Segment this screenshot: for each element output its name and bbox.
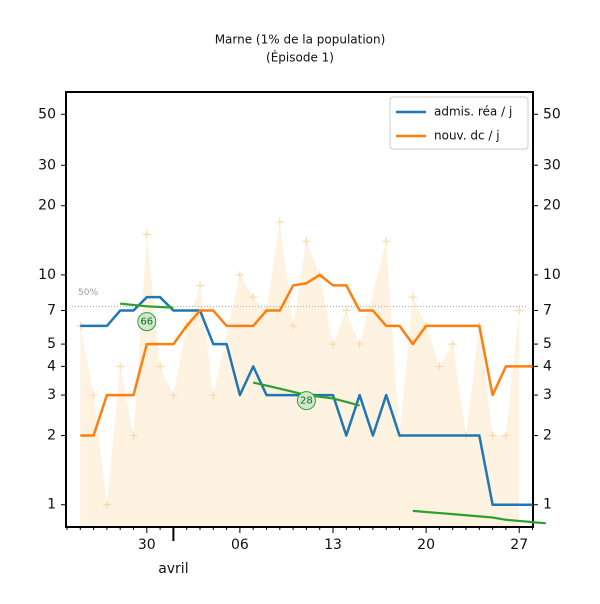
y2-tick-label: 5	[543, 336, 552, 352]
trend-label: 66	[140, 317, 153, 328]
y2-tick-label: 4	[543, 358, 552, 374]
y2-tick-label: 3	[543, 387, 552, 403]
y-tick-label: 5	[47, 336, 56, 352]
x-tick-label: 27	[510, 537, 528, 553]
raw-point	[302, 237, 311, 246]
raw-point	[102, 500, 111, 509]
raw-point	[249, 293, 258, 302]
raw-point	[169, 391, 178, 400]
y-tick-label: 3	[47, 387, 56, 403]
raw-point	[515, 306, 524, 315]
y-tick-label: 4	[47, 358, 56, 374]
chart-subtitle: (Épisode 1)	[266, 50, 334, 65]
raw-point	[408, 293, 417, 302]
y2-tick-label: 50	[543, 106, 561, 122]
y-tick-label: 10	[38, 267, 56, 283]
y-tick-label: 50	[38, 106, 56, 122]
y2-tick-label: 2	[543, 428, 552, 444]
y2-tick-label: 30	[543, 157, 561, 173]
raw-point	[89, 391, 98, 400]
raw-point	[275, 217, 284, 226]
plot-frame	[65, 91, 534, 528]
chart-title: Marne (1% de la population)	[215, 33, 386, 47]
x-tick-label: 30	[138, 537, 156, 553]
y2-tick-label: 7	[543, 303, 552, 319]
trend-line	[120, 302, 174, 309]
x-tick-label: 13	[324, 537, 342, 553]
y-tick-label: 20	[38, 198, 56, 214]
series-line	[80, 273, 533, 437]
raw-point	[209, 391, 218, 400]
trend-line	[412, 509, 546, 525]
y2-tick-label: 20	[543, 198, 561, 214]
legend-label: admis. réa / j	[434, 105, 512, 119]
raw-point	[488, 431, 497, 440]
trend-badge	[137, 312, 157, 332]
raw-point	[382, 237, 391, 246]
raw-point	[196, 281, 204, 290]
y-tick-label: 30	[38, 157, 56, 173]
raw-area	[80, 221, 520, 527]
raw-point	[116, 362, 125, 371]
y2-tick-label: 1	[543, 497, 552, 513]
raw-point	[355, 340, 364, 349]
raw-point	[329, 340, 337, 349]
raw-point	[448, 340, 457, 349]
raw-point	[342, 306, 351, 315]
x-axis-label: avril	[158, 561, 188, 577]
legend-label: nouv. dc / j	[434, 129, 500, 143]
raw-point	[156, 362, 165, 371]
x-tick-label: 06	[231, 537, 249, 553]
raw-point	[501, 431, 510, 440]
reference-label: 50%	[78, 288, 98, 298]
y-tick-label: 7	[47, 303, 56, 319]
y-tick-label: 2	[47, 428, 56, 444]
raw-point	[289, 321, 298, 330]
raw-point	[435, 362, 444, 371]
trend-badge	[296, 391, 316, 411]
raw-point	[235, 270, 244, 279]
y2-tick-label: 10	[543, 267, 561, 283]
raw-point	[142, 230, 151, 239]
x-tick-label: 20	[417, 537, 435, 553]
trend-label: 28	[300, 396, 313, 407]
raw-point	[129, 431, 138, 440]
y-tick-label: 1	[47, 497, 56, 513]
